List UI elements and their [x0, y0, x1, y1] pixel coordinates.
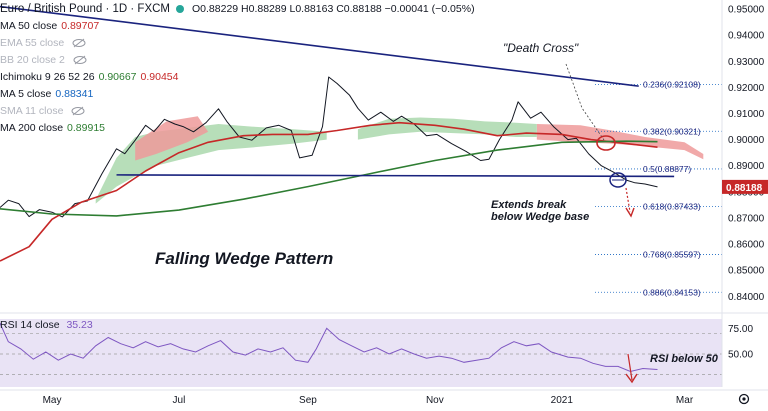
price-tick-label: 0.85000 [728, 266, 765, 277]
rsi-panel: 75.00 50.00 [0, 322, 753, 375]
price-tick-label: 0.89000 [728, 161, 765, 172]
wedge-trendlines [0, 5, 675, 178]
time-tick-label: Nov [426, 395, 444, 406]
trendline-wedge-top [0, 5, 639, 87]
legend-row[interactable]: MA 5 close 0.88341 [0, 86, 97, 102]
rsi-legend[interactable]: RSI 14 close 35.23 [0, 319, 93, 331]
legend-label: BB 20 close 2 [0, 54, 65, 66]
legend-value: 0.89915 [67, 122, 106, 134]
price-tick-label: 0.91000 [728, 109, 765, 120]
rsi-tick-label: 50.00 [728, 350, 753, 361]
fib-level-label: 0.236(0.92108) [643, 80, 701, 90]
legend-value: 0.90454 [140, 71, 179, 83]
time-tick-label: Sep [299, 395, 317, 406]
indicator-legend: Euro / British Pound · 1D · FXCM O0.8822… [0, 0, 560, 150]
extends-base-label: below Wedge base [491, 211, 589, 223]
legend-label: Ichimoku 9 26 52 26 [0, 71, 95, 83]
ichimoku-cloud-bearish [135, 116, 209, 161]
legend-row[interactable]: EMA 55 close [0, 35, 90, 51]
legend-label: EMA 55 close [0, 37, 65, 49]
price-tick-label: 0.87000 [728, 213, 765, 224]
price-tick-label: 0.86000 [728, 240, 765, 251]
pattern-label: Falling Wedge Pattern [155, 249, 333, 268]
death-cross-pointer [565, 63, 605, 141]
rsi-label: RSI 14 close [0, 319, 60, 331]
price-series [0, 76, 658, 262]
rsi-band [0, 319, 722, 387]
price-tick-label: 0.94000 [728, 31, 765, 42]
fib-level-label: 0.382(0.90321) [643, 126, 701, 136]
time-tick-label: 2021 [551, 395, 574, 406]
legend-row[interactable]: Ichimoku 9 26 52 26 0.90667 0.90454 [0, 69, 183, 85]
legend-label: SMA 11 close [0, 105, 64, 117]
price-tick-label: 0.93000 [728, 57, 765, 68]
fib-level-label: 0.5(0.88877) [643, 164, 691, 174]
death-cross-label: "Death Cross" [503, 41, 579, 55]
fib-level-label: 0.618(0.87433) [643, 202, 701, 212]
fib-level-label: 0.886(0.84153) [643, 287, 701, 297]
series-ma-50 [0, 121, 658, 262]
time-tick-label: May [43, 395, 62, 406]
gear-ring [738, 393, 750, 405]
fib-level-label: 0.768(0.85597) [643, 250, 701, 260]
trendline-wedge-base [116, 174, 675, 178]
breakout-circle [609, 172, 627, 188]
rsi-line [0, 322, 658, 373]
breakdown-arrow-icon [625, 207, 635, 218]
legend-row[interactable]: MA 200 close 0.89915 [0, 120, 109, 136]
annotations: "Death Cross" Falling Wedge Pattern Extend… [155, 41, 719, 384]
rsi-value: 35.23 [66, 319, 93, 331]
extends-break-label: Extends break [491, 199, 567, 211]
price-tick-label: 0.92000 [728, 83, 765, 94]
series-eur-gbp-close [0, 76, 658, 218]
death-cross-circle [596, 135, 616, 151]
settings-gear-icon[interactable] [738, 393, 750, 405]
fibonacci-levels: 0.236(0.92108) 0.382(0.90321) 0.5(0.88877)… [595, 80, 722, 297]
rsi-note-label: RSI below 50 [650, 353, 719, 365]
ohlc-readout: O0.88229 H0.88289 L0.88163 C0.88188 −0.0… [192, 3, 475, 15]
price-tick-label: 0.84000 [728, 292, 765, 303]
price-tick-label: 0.95000 [728, 5, 765, 16]
legend-label: MA 200 close [0, 122, 64, 134]
hidden-eye-icon[interactable] [71, 106, 85, 116]
gear-hub [742, 397, 746, 401]
breakdown-arrow-shaft [625, 187, 631, 213]
legend-row[interactable]: SMA 11 close [0, 103, 89, 119]
rsi-arrow-icon [625, 373, 638, 384]
rsi-arrow-shaft [627, 353, 633, 381]
price-tick-label: 0.90000 [728, 135, 765, 146]
legend-value: 0.88341 [55, 88, 94, 100]
current-price-tag [722, 179, 768, 194]
time-tick-label: Jul [173, 395, 186, 406]
hidden-eye-icon[interactable] [73, 55, 87, 65]
series-ma-200 [0, 140, 658, 217]
legend-value: 0.90667 [98, 71, 137, 83]
legend-label: MA 50 close [0, 20, 58, 32]
legend-row[interactable]: BB 20 close 2 [0, 52, 91, 68]
status-dot-icon [176, 5, 184, 13]
hidden-eye-icon[interactable] [72, 38, 86, 48]
time-tick-label: Mar [676, 395, 694, 406]
current-price-label: 0.88188 [726, 183, 763, 194]
symbol-header[interactable]: Euro / British Pound · 1D · FXCM O0.8822… [0, 1, 479, 17]
legend-value: 0.89707 [61, 20, 100, 32]
rsi-tick-label: 75.00 [728, 324, 753, 335]
legend-row[interactable]: MA 50 close 0.89707 [0, 18, 103, 34]
symbol-title: Euro / British Pound · 1D · FXCM [0, 3, 170, 15]
legend-label: MA 5 close [0, 88, 52, 100]
